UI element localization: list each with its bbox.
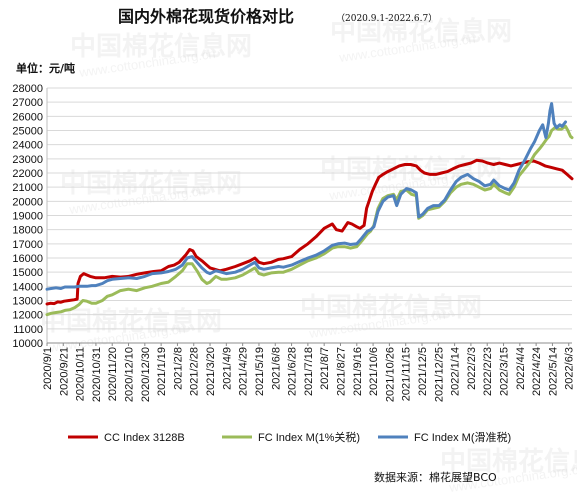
watermark-brand: 中国棉花信息网 <box>300 292 482 323</box>
x-tick-label: 2021/8/7 <box>319 347 331 390</box>
y-tick-label: 12000 <box>12 310 43 322</box>
y-tick-label: 18000 <box>12 225 43 237</box>
x-tick-label: 2021/10/6 <box>368 347 380 396</box>
x-tick-label: 2020/9/1 <box>42 347 54 390</box>
x-tick-label: 2022/2/3 <box>466 347 478 390</box>
x-tick-label: 2020/10/11 <box>75 347 87 401</box>
y-axis-unit-label: 单位：元/吨 <box>16 61 75 75</box>
x-tick-label: 2021/9/16 <box>352 347 364 396</box>
y-tick-label: 27000 <box>12 97 43 109</box>
legend-label: CC Index 3128B <box>104 432 185 444</box>
chart-title: 国内外棉花现货价格对比 <box>118 7 294 26</box>
legend-label: FC Index M(1%关税) <box>258 430 360 444</box>
x-tick-label: 2022/4/4 <box>515 347 527 390</box>
y-tick-label: 15000 <box>12 267 43 279</box>
y-tick-label: 26000 <box>12 111 43 123</box>
y-tick-label: 23000 <box>12 154 43 166</box>
x-tick-label: 2021/7/18 <box>303 347 315 396</box>
y-tick-label: 16000 <box>12 253 43 265</box>
y-tick-label: 24000 <box>12 140 43 152</box>
x-tick-label: 2021/5/19 <box>254 347 266 396</box>
y-tick-label: 11000 <box>13 324 43 336</box>
watermark-brand: 中国棉花信息网 <box>70 31 252 62</box>
x-tick-label: 2021/12/5 <box>417 347 429 396</box>
x-tick-label: 2020/12/10 <box>124 347 136 402</box>
x-tick-label: 2021/8/27 <box>335 347 347 396</box>
x-tick-label: 2022/1/14 <box>450 347 462 396</box>
series-line <box>45 124 574 317</box>
watermark-brand: 中国棉花信息网 <box>40 306 222 337</box>
series-line <box>45 102 567 291</box>
x-axis-ticks: 2020/9/1 2020/9/21 2020/10/11 2020/10/31 202… <box>42 343 576 402</box>
series-lines <box>45 102 574 317</box>
x-tick-label: 2021/4/29 <box>238 347 250 396</box>
x-tick-label: 2020/11/20 <box>107 347 119 401</box>
y-tick-label: 21000 <box>12 182 43 194</box>
x-tick-label: 2022/5/14 <box>547 347 559 396</box>
x-tick-label: 2021/2/28 <box>189 347 201 396</box>
x-tick-label: 2021/1/19 <box>156 347 168 396</box>
y-tick-label: 17000 <box>12 239 43 251</box>
x-tick-label: 2021/12/25 <box>433 347 445 402</box>
y-tick-label: 25000 <box>12 126 43 138</box>
x-tick-label: 2021/3/20 <box>205 347 217 396</box>
data-source-note: 数据来源：棉花展望BCO <box>374 470 497 484</box>
y-tick-label: 10000 <box>12 338 43 350</box>
x-tick-label: 2020/12/30 <box>140 347 152 402</box>
y-axis-ticks: 10000 11000 12000 13000 14000 15000 16000 17000… <box>12 83 43 350</box>
legend-label: FC Index M(滑准税) <box>414 430 511 444</box>
x-tick-label: 2021/6/28 <box>287 347 299 396</box>
y-tick-label: 20000 <box>12 196 43 208</box>
x-tick-label: 2022/6/3 <box>564 347 576 390</box>
y-tick-label: 13000 <box>12 296 43 308</box>
x-tick-label: 2021/10/26 <box>384 347 396 402</box>
y-tick-label: 28000 <box>12 83 43 95</box>
x-tick-label: 2020/9/21 <box>58 347 70 396</box>
y-tick-label: 19000 <box>12 211 43 223</box>
x-tick-label: 2021/11/15 <box>401 347 413 401</box>
chart-subtitle: （2020.9.1-2022.6.7） <box>336 13 437 24</box>
y-tick-label: 14000 <box>12 281 43 293</box>
legend: CC Index 3128B FC Index M(1%关税) FC Index M… <box>68 430 511 444</box>
x-tick-label: 2022/4/24 <box>531 347 543 396</box>
x-tick-label: 2022/3/15 <box>499 347 511 396</box>
x-tick-label: 2021/4/9 <box>221 347 233 390</box>
x-tick-label: 2021/2/8 <box>172 347 184 390</box>
series-line <box>45 158 574 306</box>
watermark-brand: 中国棉花信息网 <box>330 16 512 47</box>
y-tick-label: 22000 <box>12 168 43 180</box>
x-tick-label: 2021/6/8 <box>270 347 282 390</box>
x-tick-label: 2020/10/31 <box>91 347 103 402</box>
x-tick-label: 2022/2/23 <box>482 347 494 396</box>
watermark-brand: 中国棉花信息网 <box>440 446 577 477</box>
